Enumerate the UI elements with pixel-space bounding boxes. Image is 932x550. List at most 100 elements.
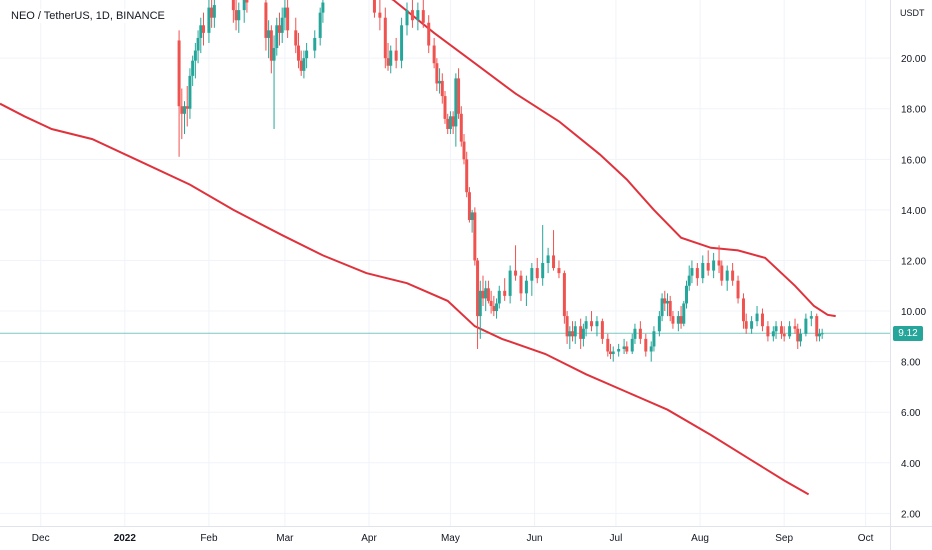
candle-body [717,260,721,266]
candle [611,346,615,362]
candle-body [242,0,246,11]
candle-body [394,50,398,61]
candle-body [476,260,480,317]
candle-body [617,348,621,352]
candle [389,45,393,74]
candle [237,2,241,33]
candle-body [571,331,575,337]
candle [283,0,287,31]
y-tick-label: 12.00 [901,256,926,267]
candle-body [451,116,455,127]
candle-body [546,255,550,263]
candle [552,230,556,271]
candle [210,0,214,28]
candle [568,326,572,349]
candle-body [565,316,569,337]
y-tick-label: 4.00 [901,459,921,470]
x-tick-label: May [441,533,460,544]
candle-body [804,318,808,334]
candle [788,321,792,339]
x-tick-label: Feb [200,533,218,544]
candle [725,265,729,291]
candle [264,0,268,51]
candle [633,323,637,344]
candle-body [625,346,629,352]
candle-body [465,159,469,193]
candle-body [663,298,667,304]
candle-body [277,25,281,33]
candle [573,321,577,344]
candle [459,106,463,147]
chart-title: NEO / TetherUS, 1D, BINANCE [8,9,168,23]
candle [427,15,431,54]
candle [180,88,184,140]
candle [438,68,442,94]
candle-body [446,118,450,129]
candle-body [595,321,599,327]
candle [584,316,588,337]
x-tick-label: Sep [775,533,793,544]
candle [736,275,740,304]
candle-body [443,96,447,119]
candle-body [600,321,604,339]
candle-body [207,7,211,33]
candle-body [202,25,206,33]
candle-body [210,7,214,18]
candle [478,280,482,339]
candle-body [188,75,192,109]
moving-average-line-2 [391,0,836,318]
candle [269,25,273,74]
candle [731,263,735,286]
candle [432,37,436,69]
candle [519,270,523,301]
candle [820,328,824,339]
candle [421,0,425,28]
candle [207,0,211,43]
candle [606,333,610,357]
candle-body [448,116,452,129]
candle-body [817,333,821,337]
candle-body [774,326,778,332]
candle-body [690,268,694,276]
candle-body [741,298,745,322]
candle [684,280,688,309]
candle-body [530,268,534,281]
candle [400,17,404,69]
candle [712,252,716,279]
candle-body [286,7,290,31]
candle [657,311,661,337]
candle [318,7,322,46]
candle-body [701,263,705,279]
candle-body [294,30,298,46]
candle-body [581,328,585,339]
candle [666,293,669,317]
candle [682,300,686,327]
candle-body [196,37,200,51]
candle-body [793,326,797,329]
candle-body [782,333,786,337]
x-tick-label: Aug [691,533,709,544]
candle [405,2,409,36]
candle [443,91,447,124]
candle-body [283,7,287,18]
candle-body [736,280,740,299]
candle [530,263,534,296]
candle-body [552,255,556,269]
candle-body [267,30,271,38]
candle-body [666,300,669,304]
candle-body [744,321,748,329]
candle [277,12,281,46]
candle-body [720,265,724,281]
candle-body [435,63,439,84]
candle-body [457,78,461,114]
candle [495,298,499,319]
candle-body [318,12,322,38]
candle-body [796,328,800,342]
candle-body [272,48,276,61]
candle-body [706,263,710,271]
candle [185,85,189,127]
candle [448,111,452,135]
candle [275,17,279,56]
moving-average-line-1 [0,102,810,496]
